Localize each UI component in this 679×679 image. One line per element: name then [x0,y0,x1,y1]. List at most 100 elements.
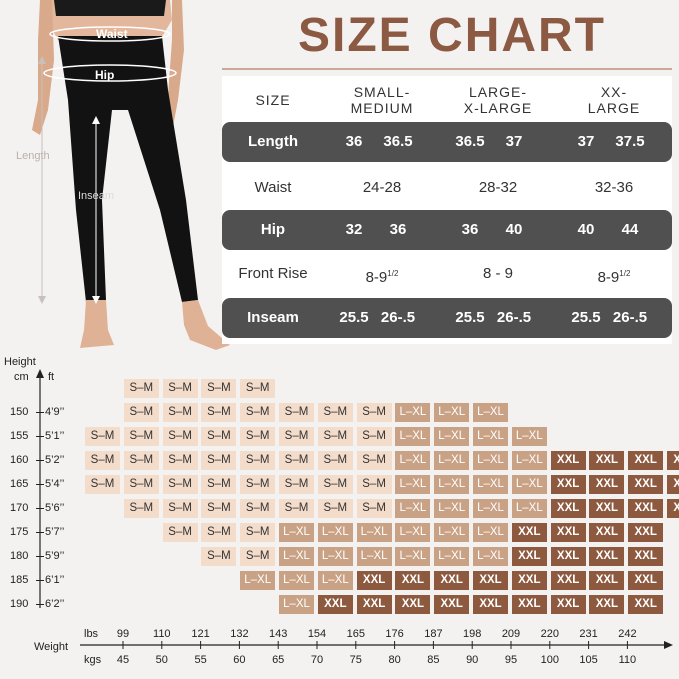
size-cell-sm: S–M [240,499,276,518]
size-cell-lxl: L–XL [434,403,470,422]
column-header-line: X-LARGE [463,100,533,116]
size-cell-sm: S–M [123,499,159,518]
size-cell-sm: S–M [317,451,353,470]
table-row-length: Length 36 36.5 36.5 37 37 37.5 [222,122,672,162]
size-cell-sm: S–M [356,451,392,470]
page-title: SIZE CHART [298,9,606,62]
lbs-tick-label: 165 [346,628,365,640]
size-cell-lxl: L–XL [434,427,470,446]
kgs-tick-label: 95 [504,654,518,666]
size-cell-lxl: L–XL [317,523,353,542]
size-cell-sm: S–M [162,379,198,398]
size-cell-sm: S–M [162,451,198,470]
length-label: Length [16,150,50,162]
size-cell-sm: S–M [279,427,314,446]
table-row-front-rise: Front Rise 8-91/2 8 - 9 8-91/2 [222,254,672,294]
kgs-tick-label: 75 [349,654,362,666]
kgs-tick-label: 100 [540,654,559,666]
table-cell: 36 [389,221,407,238]
lbs-tick-label: 198 [463,628,482,640]
kgs-tick-label: 55 [194,654,207,666]
ft-tick-label: 5’2’’ [45,453,65,466]
size-cell-sm: S–M [240,451,276,470]
cm-tick-label: 185 [10,573,29,586]
lbs-unit-label: lbs [84,628,99,640]
size-cell-lxl: L–XL [434,451,470,470]
ft-tick-label: 5’1’’ [45,429,65,442]
size-cell-sm: S–M [85,427,120,446]
table-cell: 40 [505,221,523,238]
size-cell-lxl: L–XL [395,403,431,422]
ft-tick-label: 5’4’’ [45,477,65,490]
cm-tick-label: 175 [10,525,29,538]
size-cell-lxl: L–XL [279,571,314,590]
cm-tick-label: 155 [10,429,29,442]
size-cell-sm: S–M [123,475,159,494]
table-cell: 25.5 [339,309,369,326]
table-row-hip: Hip 32 36 36 40 40 44 [222,210,672,250]
lbs-tick-label: 176 [385,628,404,640]
ft-unit-label: ft [48,371,55,383]
table-cell: 24-28 [362,179,402,196]
table-cell: 36.5 [455,133,485,150]
size-cell-sm: S–M [85,451,120,470]
size-cell-xxl: XXL [667,475,679,494]
lbs-tick-label: 231 [579,628,598,640]
title-divider [222,68,672,70]
size-cell-sm: S–M [240,427,276,446]
table-cell: 26-.5 [496,309,532,326]
row-label: Hip [260,221,286,238]
size-cell-xxl: XXL [589,571,625,590]
table-cell: 25.5 [455,309,485,326]
table-row-waist: Waist 24-28 28-32 32-36 [222,168,672,208]
size-cell-lxl: L–XL [356,523,392,542]
column-header-small-medium: SMALL- MEDIUM [324,84,440,116]
size-cell-xxl: XXL [550,499,586,518]
cm-tick-label: 150 [10,405,29,418]
kgs-unit-label: kgs [84,654,102,666]
size-cell-sm: S–M [162,523,198,542]
size-cell-sm: S–M [356,475,392,494]
lbs-tick-label: 121 [191,628,210,640]
size-cell-lxl: L–XL [473,547,508,566]
cm-tick-label: 165 [10,477,29,490]
size-cell-lxl: L–XL [511,499,547,518]
table-cell: 32-36 [594,179,634,196]
size-cell-xxl: XXL [356,571,392,590]
size-cell-sm: S–M [162,499,198,518]
table-cell: 44 [621,221,639,238]
column-header-line: LARGE- [468,84,528,100]
size-cell-xxl: XXL [434,595,470,614]
size-cell-sm: S–M [240,523,276,542]
kgs-tick-label: 85 [427,654,440,666]
size-cell-lxl: L–XL [395,523,431,542]
size-cell-sm: S–M [279,499,314,518]
lbs-tick-label: 187 [424,628,443,640]
size-cell-xxl: XXL [550,451,586,470]
height-weight-grid: Height cm ft Weight lbs kgs 150 155 160 165… [0,350,679,679]
size-cell-lxl: L–XL [434,499,470,518]
weight-axis-label: Weight [34,641,69,653]
table-cell: 32 [345,221,363,238]
size-cell-lxl: L–XL [511,475,547,494]
size-cell-lxl: L–XL [395,499,431,518]
table-cell: 25.5 [571,309,601,326]
size-cell-lxl: L–XL [356,547,392,566]
lbs-tick-label: 110 [153,628,171,640]
size-cell-lxl: L–XL [473,403,508,422]
size-cell-sm: S–M [162,475,198,494]
size-cell-lxl: L–XL [395,475,431,494]
size-cell-xxl: XXL [550,475,586,494]
model-figure: Waist Hip Length Inseam [10,0,235,352]
size-cell-sm: S–M [201,475,237,494]
kgs-tick-label: 50 [155,654,168,666]
size-cell-lxl: L–XL [434,547,470,566]
kgs-tick-label: 65 [272,654,285,666]
kgs-tick-label: 105 [579,654,598,666]
size-cell-lxl: L–XL [511,451,547,470]
size-cell-lxl: L–XL [317,571,353,590]
row-label: Length [248,133,298,150]
size-cell-xxl: XXL [628,523,664,542]
size-cell-xxl: XXL [628,475,664,494]
size-cell-sm: S–M [123,379,159,398]
